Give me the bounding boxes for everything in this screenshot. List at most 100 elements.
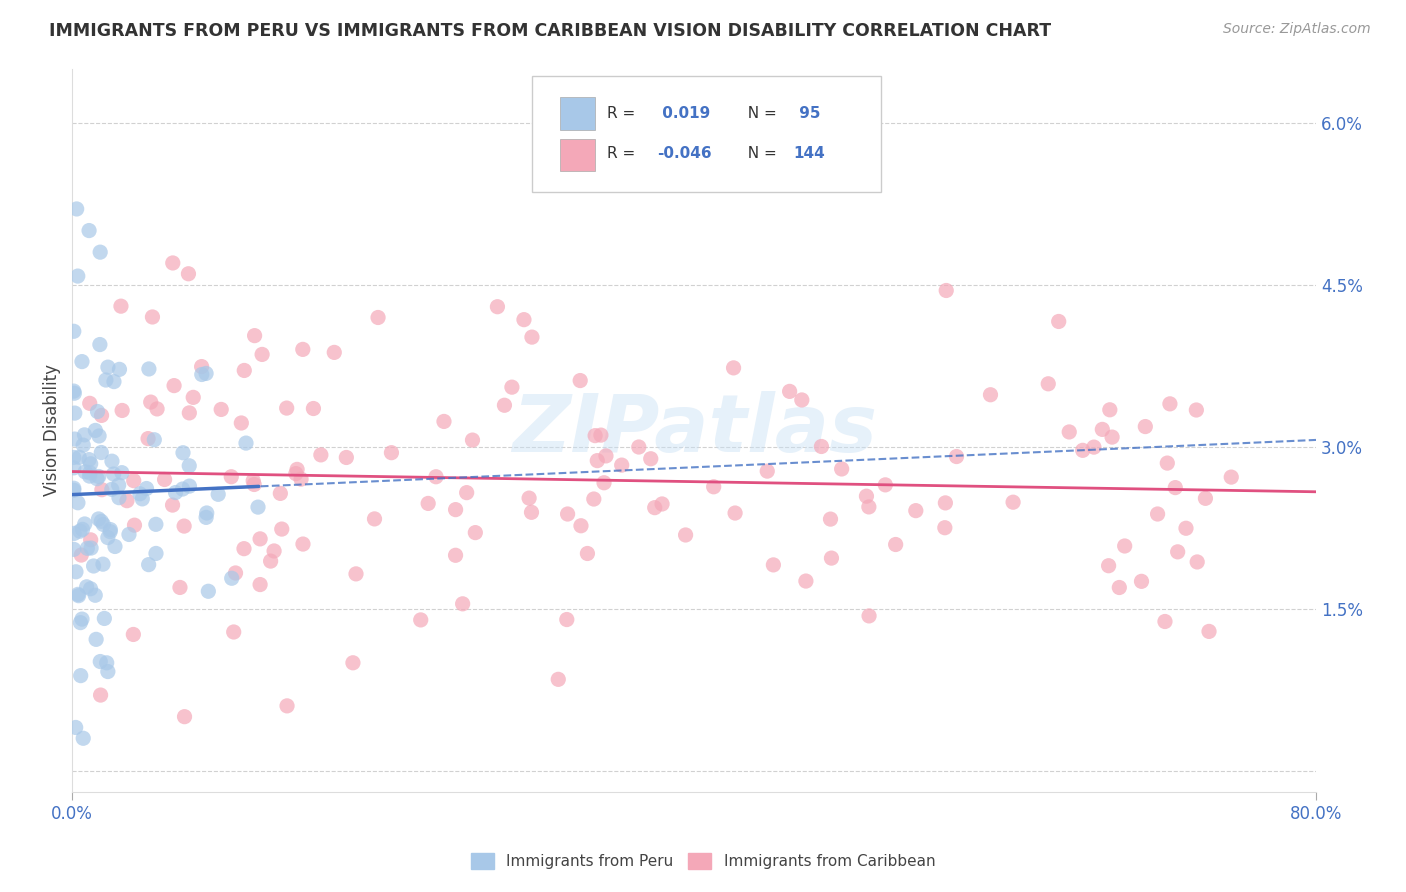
Point	[62, 542, 84, 557]
Point	[284, 467, 307, 481]
Text: N =: N =	[738, 106, 782, 121]
Point	[197, 584, 219, 599]
Text: Source: ZipAtlas.com: Source: ZipAtlas.com	[1223, 22, 1371, 37]
Point	[190, 359, 212, 374]
Point	[79, 466, 101, 480]
Point	[84, 632, 107, 647]
Bar	[560, 97, 595, 130]
Point	[165, 485, 187, 500]
Point	[820, 512, 842, 526]
Point	[162, 256, 184, 270]
Point	[89, 655, 111, 669]
Point	[62, 450, 84, 465]
Text: N =: N =	[738, 146, 782, 161]
Point	[250, 347, 273, 361]
Point	[513, 312, 536, 326]
Point	[242, 474, 264, 488]
Text: R =: R =	[607, 106, 640, 121]
Point	[79, 396, 101, 410]
Point	[62, 324, 84, 338]
Point	[884, 537, 907, 551]
Point	[90, 688, 112, 702]
Point	[69, 615, 91, 630]
Point	[66, 202, 89, 216]
Point	[181, 390, 204, 404]
Point	[70, 354, 93, 368]
Point	[62, 481, 84, 495]
Point	[425, 469, 447, 483]
Point	[172, 446, 194, 460]
Point	[724, 506, 747, 520]
Point	[451, 597, 474, 611]
Point	[62, 460, 84, 475]
Point	[855, 489, 877, 503]
Point	[610, 458, 633, 472]
Point	[945, 450, 967, 464]
Point	[1057, 425, 1080, 439]
Point	[146, 401, 169, 416]
Point	[1130, 574, 1153, 589]
Point	[461, 433, 484, 447]
Point	[103, 375, 125, 389]
Point	[263, 544, 285, 558]
Point	[87, 469, 110, 483]
Point	[520, 330, 543, 344]
Point	[593, 475, 616, 490]
Y-axis label: Vision Disability: Vision Disability	[44, 365, 60, 497]
Point	[520, 505, 543, 519]
Point	[444, 502, 467, 516]
Point	[111, 466, 134, 480]
Point	[1083, 440, 1105, 454]
Point	[89, 245, 111, 260]
Point	[90, 483, 112, 497]
Point	[72, 438, 94, 452]
Point	[63, 406, 86, 420]
Point	[169, 581, 191, 595]
Point	[1038, 376, 1060, 391]
Point	[595, 449, 617, 463]
Point	[651, 497, 673, 511]
Point	[67, 450, 90, 465]
Point	[62, 384, 84, 398]
Text: IMMIGRANTS FROM PERU VS IMMIGRANTS FROM CARIBBEAN VISION DISABILITY CORRELATION : IMMIGRANTS FROM PERU VS IMMIGRANTS FROM …	[49, 22, 1052, 40]
Point	[108, 491, 131, 505]
Point	[79, 469, 101, 483]
Point	[831, 462, 853, 476]
Point	[90, 445, 112, 459]
Point	[1220, 470, 1243, 484]
Point	[107, 478, 129, 492]
Point	[163, 378, 186, 392]
Point	[80, 541, 103, 555]
Point	[65, 565, 87, 579]
Point	[344, 566, 367, 581]
Point	[63, 386, 86, 401]
Point	[756, 464, 779, 478]
Point	[62, 483, 84, 498]
Point	[66, 496, 89, 510]
Point	[103, 467, 125, 481]
Point	[231, 416, 253, 430]
Point	[1185, 403, 1208, 417]
Point	[222, 625, 245, 640]
Point	[583, 428, 606, 442]
Point	[110, 299, 132, 313]
Point	[335, 450, 357, 465]
Point	[97, 360, 120, 375]
Point	[904, 503, 927, 517]
Point	[557, 507, 579, 521]
Point	[1154, 615, 1177, 629]
Point	[79, 457, 101, 471]
Point	[858, 608, 880, 623]
Legend: Immigrants from Peru, Immigrants from Caribbean: Immigrants from Peru, Immigrants from Ca…	[464, 847, 942, 875]
Point	[1159, 397, 1181, 411]
Point	[98, 523, 121, 537]
Point	[576, 547, 599, 561]
Text: -0.046: -0.046	[657, 146, 711, 161]
Point	[1047, 314, 1070, 328]
Point	[73, 428, 96, 442]
Point	[63, 432, 86, 446]
Point	[790, 392, 813, 407]
Point	[1098, 402, 1121, 417]
Point	[129, 487, 152, 501]
Point	[433, 414, 456, 428]
